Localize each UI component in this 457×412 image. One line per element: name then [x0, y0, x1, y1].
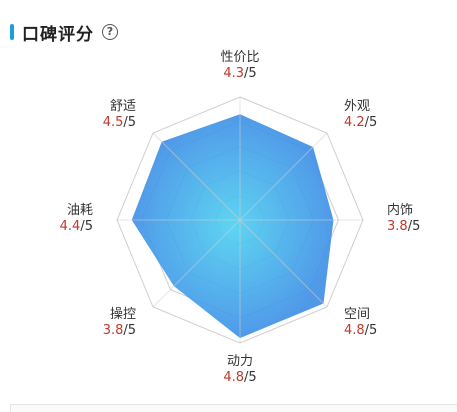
radar-axis-label: 动力4.8/5: [223, 354, 256, 385]
radar-axis-label: 油耗4.4/5: [60, 203, 93, 234]
radar-axis-label: 空间4.8/5: [344, 307, 377, 338]
axis-score: 4.5/5: [103, 115, 136, 130]
radar-spoke: [239, 219, 328, 308]
axis-score-value: 3.8: [103, 323, 124, 338]
axis-name: 舒适: [110, 99, 136, 114]
axis-score: 4.8/5: [344, 323, 377, 338]
axis-score-value: 4.2: [344, 115, 365, 130]
axis-score: 3.8/5: [103, 323, 136, 338]
axis-score-value: 4.5: [103, 115, 124, 130]
axis-name: 空间: [344, 307, 370, 322]
axis-score-value: 4.8: [344, 323, 365, 338]
axis-name: 油耗: [67, 203, 93, 218]
radar-spoke: [152, 219, 241, 308]
radar-spokes: [117, 97, 363, 343]
radar-axis-label: 操控3.8/5: [103, 306, 136, 338]
axis-score-suffix: /5: [408, 219, 421, 234]
axis-score-suffix: /5: [244, 66, 257, 81]
axis-name: 外观: [344, 99, 370, 114]
section-title: 口碑评分: [22, 24, 94, 45]
axis-score-value: 4.4: [60, 219, 81, 234]
radar-axis-label: 外观4.2/5: [344, 99, 377, 130]
axis-score: 4.3/5: [223, 66, 256, 81]
axis-score-value: 3.8: [387, 219, 408, 234]
axis-score-value: 4.3: [223, 66, 244, 81]
radar-labels: 性价比4.3/5外观4.2/5内饰3.8/5空间4.8/5动力4.8/5操控3.…: [60, 50, 421, 385]
axis-score-suffix: /5: [365, 115, 378, 130]
radar-axis-label: 舒适4.5/5: [103, 99, 136, 130]
axis-score: 3.8/5: [387, 219, 420, 234]
axis-name: 操控: [110, 306, 136, 322]
axis-name: 性价比: [220, 50, 259, 65]
axis-score-value: 4.8: [223, 370, 244, 385]
axis-name: 内饰: [387, 202, 413, 218]
axis-score: 4.2/5: [344, 115, 377, 130]
radar-spoke: [239, 132, 328, 221]
axis-score: 4.4/5: [60, 219, 93, 234]
radar-axis-label: 内饰3.8/5: [387, 202, 420, 234]
header-accent-bar: [10, 24, 14, 40]
radar-spoke: [152, 132, 241, 221]
axis-score-suffix: /5: [244, 370, 257, 385]
radar-data-area: [131, 114, 334, 339]
axis-score-suffix: /5: [123, 323, 136, 338]
axis-score-suffix: /5: [123, 115, 136, 130]
bottom-panel-edge: [10, 404, 457, 412]
section-header: 口碑评分 ?: [10, 20, 118, 45]
axis-score: 4.8/5: [223, 370, 256, 385]
axis-score-suffix: /5: [365, 323, 378, 338]
help-icon[interactable]: ?: [102, 24, 118, 40]
axis-name: 动力: [227, 354, 253, 369]
axis-score-suffix: /5: [80, 219, 93, 234]
